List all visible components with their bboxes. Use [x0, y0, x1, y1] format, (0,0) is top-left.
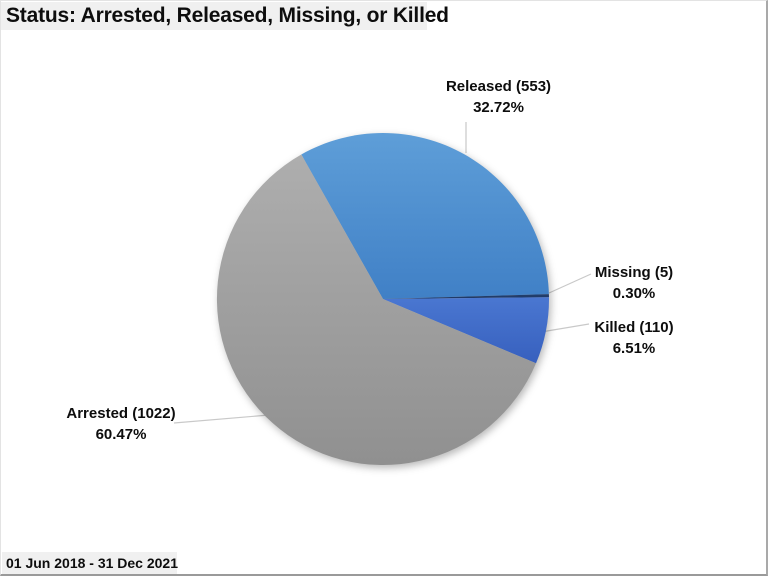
chart-title: Status: Arrested, Released, Missing, or … [6, 4, 449, 27]
leader-line-arrested [173, 414, 270, 424]
slice-label-released-pct: 32.72% [473, 99, 524, 116]
date-range-badge: 01 Jun 2018 - 31 Dec 2021 [2, 552, 179, 574]
slice-label-killed-name: Killed (110) [594, 319, 674, 336]
slice-label-arrested-name: Arrested (1022) [66, 405, 176, 422]
slice-label-missing-name: Missing (5) [594, 264, 674, 281]
pie-slice-arrested [216, 154, 536, 466]
slice-label-released: Released (553) 32.72% [421, 76, 576, 118]
slice-label-killed-pct: 6.51% [612, 340, 656, 357]
leader-line-missing [548, 273, 592, 294]
leader-line-killed [540, 323, 590, 333]
slice-label-missing-pct: 0.30% [612, 285, 656, 302]
slice-label-arrested-pct: 60.47% [95, 426, 147, 443]
pie-slice-released [301, 133, 549, 299]
pie-slice-missing [383, 294, 549, 299]
slice-label-released-name: Released (553) [445, 78, 552, 95]
pie-slices-group [216, 133, 550, 466]
date-range-text: 01 Jun 2018 - 31 Dec 2021 [6, 555, 179, 571]
slice-label-arrested: Arrested (1022) 60.47% [41, 403, 201, 445]
pie-slice-killed [383, 297, 550, 364]
chart-title-bar: Status: Arrested, Released, Missing, or … [1, 2, 449, 30]
slice-label-killed: Killed (110) 6.51% [566, 317, 702, 359]
slice-label-missing: Missing (5) 0.30% [566, 262, 702, 304]
